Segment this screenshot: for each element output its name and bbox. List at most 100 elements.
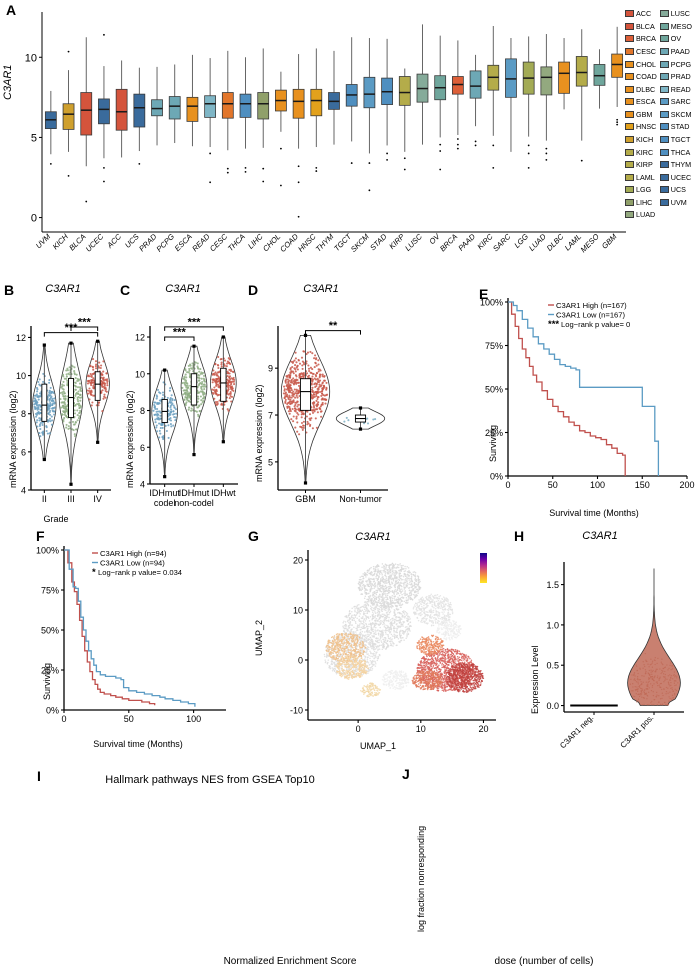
legend-swatch-icon <box>625 148 634 156</box>
svg-text:III: III <box>67 494 75 504</box>
svg-text:COAD: COAD <box>278 232 300 254</box>
panel-b-ylabel: mRNA expression (log2) <box>8 390 18 488</box>
legend-swatch-icon <box>659 73 669 81</box>
svg-text:PCPG: PCPG <box>155 232 177 254</box>
svg-text:BRCA: BRCA <box>438 232 459 253</box>
legend-swatch-icon <box>625 186 634 194</box>
svg-text:0: 0 <box>31 213 37 225</box>
legend-label: THYM <box>670 160 692 170</box>
panel-b-label: B <box>4 282 15 298</box>
legend-swatch-icon <box>659 35 669 43</box>
legend-label: ESCA <box>636 97 656 107</box>
legend-item-skcm: SKCM <box>659 109 692 120</box>
panel-g-xlabel: UMAP_1 <box>359 741 396 751</box>
panel-f-ylabel: Surviving <box>42 662 52 700</box>
legend-label: HNSC <box>636 122 657 132</box>
panel-i-title: Hallmark pathways NES from GSEA Top10 <box>105 774 315 786</box>
svg-text:5: 5 <box>31 132 37 144</box>
svg-text:10: 10 <box>25 52 37 64</box>
panel-g-label: G <box>248 528 259 544</box>
legend-item-dlbc: DLBC <box>625 83 657 94</box>
panel-f-label: F <box>36 528 45 544</box>
panel-f-xlabel: Survival time (Months) <box>93 739 183 749</box>
svg-text:C3AR1 High (n=167): C3AR1 High (n=167) <box>556 301 627 310</box>
legend-item-gbm: GBM <box>625 109 657 120</box>
legend-item-ov: OV <box>659 33 692 44</box>
legend-swatch-icon <box>659 110 669 118</box>
svg-text:9: 9 <box>268 364 273 374</box>
panel-g-umap: -10 0 10 20 0 10 20 <box>290 550 496 734</box>
legend-label: LGG <box>636 185 652 195</box>
svg-text:6: 6 <box>21 447 26 457</box>
panel-h-label: H <box>514 528 525 544</box>
legend-swatch-icon <box>625 73 634 81</box>
panel-b-xlabel: Grade <box>43 514 69 524</box>
legend-swatch-icon <box>625 22 634 30</box>
panel-c-label: C <box>120 282 131 298</box>
panel-j: J log fraction nonresponding dose (numbe… <box>394 766 700 972</box>
svg-text:UCEC: UCEC <box>84 232 106 254</box>
legend-item-pcpg: PCPG <box>659 58 692 69</box>
svg-text:150: 150 <box>635 480 650 490</box>
legend-item-hnsc: HNSC <box>625 121 657 132</box>
panel-g-title: C3AR1 <box>355 531 391 543</box>
legend-label: LAML <box>636 172 655 182</box>
svg-text:SARC: SARC <box>491 232 513 254</box>
legend-label: GBM <box>636 109 653 119</box>
svg-text:25%: 25% <box>485 428 503 438</box>
svg-text:0: 0 <box>356 724 361 734</box>
svg-text:PRAD: PRAD <box>137 232 159 254</box>
panel-c-ylabel: mRNA expression (log2) <box>125 390 135 488</box>
svg-text:0: 0 <box>505 480 510 490</box>
panel-j-xlabel: dose (number of cells) <box>494 956 594 967</box>
legend-item-paad: PAAD <box>659 46 692 57</box>
panel-g: G C3AR1 -10 0 10 20 0 10 20 UMAP_2 UMAP_1 <box>248 528 510 766</box>
legend-label: THCA <box>670 147 691 157</box>
svg-text:IDHwt: IDHwt <box>211 488 236 498</box>
svg-text:***: *** <box>173 327 187 339</box>
panel-e: E 0% 25% 50% 75% 100% 0 50 100 150 200 C3AR1 High … <box>394 282 700 532</box>
legend-label: CESC <box>636 46 656 56</box>
legend-swatch-icon <box>659 85 669 93</box>
legend-item-blca: BLCA <box>625 21 657 32</box>
panel-a: A 0 5 10 UVM KICH BLCA UCEC ACC UCS PRAD PCPG ESCA R… <box>0 0 700 280</box>
panel-d-title: C3AR1 <box>303 283 339 295</box>
svg-text:LUSC: LUSC <box>403 232 424 253</box>
svg-text:GBM: GBM <box>295 494 316 504</box>
svg-text:CHOL: CHOL <box>261 232 282 253</box>
legend-label: LUAD <box>636 210 656 220</box>
panel-b-title: C3AR1 <box>45 283 81 295</box>
legend-item-laml: LAML <box>625 172 657 183</box>
panel-c: C C3AR1 4 6 8 10 12 IDHmut codel IDHmut non-code… <box>118 282 246 532</box>
legend-swatch-icon <box>659 123 669 131</box>
legend-label: PCPG <box>670 59 692 69</box>
legend-item-lusc: LUSC <box>659 8 692 19</box>
svg-text:0%: 0% <box>490 472 503 482</box>
legend-swatch-icon <box>659 173 669 181</box>
svg-text:UVM: UVM <box>34 232 53 251</box>
svg-text:20: 20 <box>293 556 303 566</box>
svg-text:50%: 50% <box>41 626 59 636</box>
svg-text:8: 8 <box>21 409 26 419</box>
panel-j-eda-plot <box>400 768 690 948</box>
panel-h-title: C3AR1 <box>582 530 618 542</box>
svg-text:100: 100 <box>186 714 201 724</box>
panel-j-ylabel: log fraction nonresponding <box>416 825 426 932</box>
legend-item-tgct: TGCT <box>659 134 692 145</box>
legend-item-esca: ESCA <box>625 96 657 107</box>
legend-label: BRCA <box>636 34 656 44</box>
legend-item-luad: LUAD <box>625 209 657 220</box>
legend-label: KIRP <box>636 160 653 170</box>
svg-text:100: 100 <box>590 480 605 490</box>
legend-item-prad: PRAD <box>659 71 692 82</box>
legend-label: READ <box>670 84 691 94</box>
svg-text:10: 10 <box>16 371 26 381</box>
svg-text:12: 12 <box>16 333 26 343</box>
legend-swatch-icon <box>659 98 669 106</box>
legend-swatch-icon <box>659 22 669 30</box>
svg-text:4: 4 <box>140 480 145 490</box>
panel-f-km-plot: 0% 25% 50% 75% 100% 0 50 100 C3AR1 High (n=94)C3… <box>36 546 226 724</box>
legend-item-sarc: SARC <box>659 96 692 107</box>
legend-label: MESO <box>670 21 692 31</box>
